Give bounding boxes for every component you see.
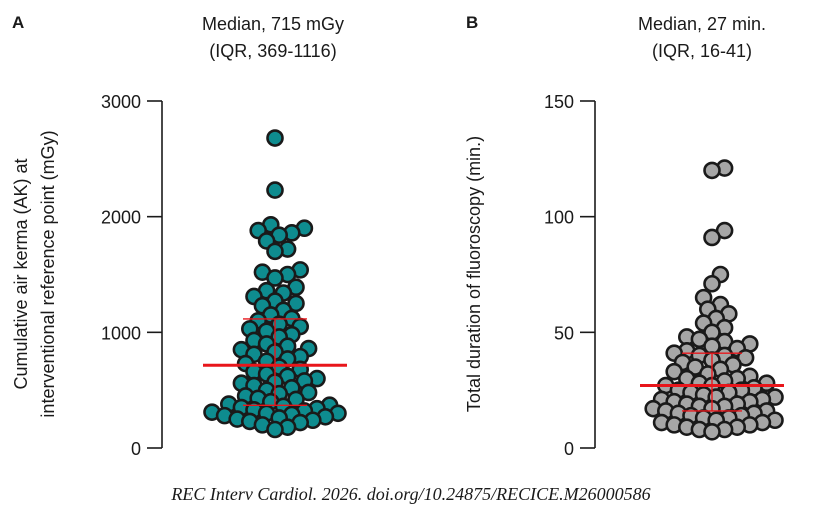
panel-b-stats	[640, 352, 784, 412]
panel-b-ylabel: Total duration of fluoroscopy (min.)	[464, 136, 484, 412]
y-tick-label: 0	[564, 439, 574, 459]
data-point	[266, 242, 284, 261]
panel-a-ylabel-line1: Cumulative air kerma (AK) at	[11, 158, 31, 389]
data-point	[703, 274, 721, 293]
panel-a-title-line2: (IQR, 369-1116)	[209, 41, 336, 61]
panel-b-y-axis: 0 50 100 150	[544, 92, 596, 459]
y-tick-label: 3000	[101, 92, 141, 112]
panel-a-stats	[203, 318, 347, 407]
panel-b: B Median, 27 min. (IQR, 16-41) Total dur…	[464, 13, 784, 459]
panel-b-title-line2: (IQR, 16-41)	[652, 41, 752, 61]
y-tick-label: 50	[554, 323, 574, 343]
data-point	[266, 420, 284, 439]
data-point	[266, 129, 284, 147]
data-point	[266, 269, 284, 287]
panel-b-points	[644, 159, 784, 441]
panel-b-title-line1: Median, 27 min.	[638, 14, 766, 34]
citation-caption: REC Interv Cardiol. 2026. doi.org/10.248…	[170, 484, 650, 504]
panel-a-title-line1: Median, 715 mGy	[202, 14, 344, 34]
y-tick-label: 150	[544, 92, 574, 112]
panel-a-letter: A	[12, 13, 24, 32]
data-point	[703, 228, 721, 247]
panel-a: A Median, 715 mGy (IQR, 369-1116) Cumula…	[11, 13, 347, 459]
y-tick-label: 2000	[101, 208, 141, 228]
panel-b-letter: B	[466, 13, 478, 32]
y-tick-label: 1000	[101, 323, 141, 343]
data-point	[266, 181, 284, 199]
y-tick-label: 100	[544, 208, 574, 228]
panel-a-y-axis: 0 1000 2000 3000	[101, 92, 163, 459]
data-point	[703, 161, 721, 180]
panel-a-points	[203, 129, 347, 439]
y-tick-label: 0	[131, 439, 141, 459]
panel-a-ylabel-line2: interventional reference point (mGy)	[38, 130, 58, 417]
data-point	[703, 423, 721, 441]
